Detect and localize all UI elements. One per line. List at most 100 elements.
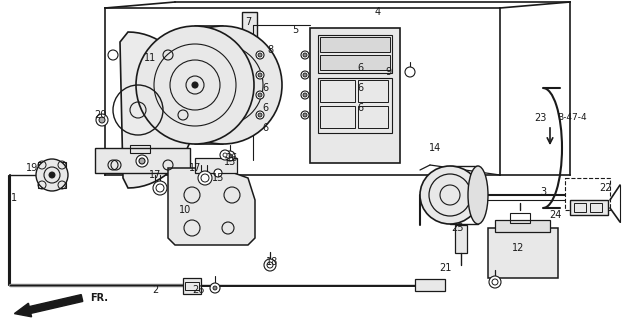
Text: 20: 20 [94, 110, 106, 120]
Polygon shape [168, 168, 255, 245]
Circle shape [405, 67, 415, 77]
Text: 2: 2 [152, 285, 158, 295]
Circle shape [301, 111, 309, 119]
Bar [358, 106, 388, 128]
Circle shape [258, 113, 262, 117]
Circle shape [256, 111, 264, 119]
Circle shape [303, 93, 307, 97]
Text: 6: 6 [357, 63, 363, 73]
Text: 22: 22 [599, 183, 611, 193]
Bar [455, 225, 467, 253]
Circle shape [258, 73, 262, 77]
Circle shape [301, 91, 309, 99]
Text: 12: 12 [512, 243, 524, 253]
Circle shape [210, 283, 220, 293]
Circle shape [153, 181, 167, 195]
Circle shape [228, 154, 232, 158]
Bar [320, 55, 390, 70]
Bar [320, 80, 355, 102]
Bar [183, 278, 201, 294]
Circle shape [301, 71, 309, 79]
Circle shape [258, 93, 262, 97]
Bar [565, 178, 610, 210]
Text: 16: 16 [226, 153, 238, 163]
Bar [130, 145, 150, 153]
Bar [318, 78, 392, 133]
Text: 14: 14 [429, 143, 441, 153]
Text: 6: 6 [357, 103, 363, 113]
Text: 13: 13 [224, 157, 236, 167]
Bar [570, 200, 608, 215]
Ellipse shape [468, 166, 488, 224]
Text: 6: 6 [262, 83, 268, 93]
Ellipse shape [136, 26, 254, 144]
Circle shape [136, 155, 148, 167]
Circle shape [301, 51, 309, 59]
Text: 3: 3 [540, 187, 546, 197]
Circle shape [96, 114, 108, 126]
Text: 10: 10 [179, 205, 191, 215]
Bar [195, 158, 237, 173]
Ellipse shape [420, 166, 480, 224]
Text: 4: 4 [375, 7, 381, 17]
Text: FR.: FR. [90, 293, 108, 303]
Text: 15: 15 [212, 173, 224, 183]
Text: 7: 7 [245, 17, 251, 27]
Text: 21: 21 [439, 263, 451, 273]
Bar [358, 80, 388, 102]
Circle shape [489, 276, 501, 288]
Bar [310, 28, 400, 163]
FancyArrow shape [14, 295, 83, 317]
Text: 5: 5 [292, 25, 298, 35]
Text: 23: 23 [534, 113, 546, 123]
Bar [415, 279, 445, 291]
Circle shape [198, 171, 212, 185]
Text: 6: 6 [262, 123, 268, 133]
Polygon shape [120, 32, 196, 188]
Circle shape [139, 158, 145, 164]
Bar [320, 37, 390, 52]
Circle shape [256, 51, 264, 59]
Text: B-47-4: B-47-4 [557, 113, 587, 122]
Bar [185, 282, 199, 290]
Text: 26: 26 [192, 285, 204, 295]
Text: 25: 25 [452, 223, 464, 233]
Text: 17: 17 [149, 170, 161, 180]
Text: 9: 9 [385, 67, 391, 77]
Text: 24: 24 [549, 210, 561, 220]
Text: 18: 18 [266, 257, 278, 267]
Ellipse shape [192, 82, 198, 88]
Circle shape [303, 73, 307, 77]
Circle shape [256, 71, 264, 79]
Circle shape [225, 151, 235, 161]
Bar [488, 228, 558, 278]
Bar [38, 162, 66, 188]
Circle shape [303, 113, 307, 117]
Bar [495, 220, 550, 232]
Circle shape [214, 169, 222, 177]
Bar [242, 12, 257, 92]
Text: 6: 6 [357, 83, 363, 93]
Bar [320, 106, 355, 128]
Bar [95, 148, 190, 173]
Text: 1: 1 [11, 193, 17, 203]
Circle shape [258, 53, 262, 57]
Bar [574, 203, 586, 212]
Bar [590, 203, 602, 212]
Circle shape [256, 91, 264, 99]
Bar [318, 35, 392, 73]
Circle shape [49, 172, 55, 178]
Circle shape [36, 159, 68, 191]
Circle shape [220, 150, 230, 160]
Text: 6: 6 [262, 103, 268, 113]
Circle shape [264, 259, 276, 271]
Text: 17: 17 [189, 163, 201, 173]
Text: 19: 19 [26, 163, 38, 173]
Circle shape [213, 286, 217, 290]
Ellipse shape [164, 26, 282, 144]
Text: 11: 11 [144, 53, 156, 63]
Bar [510, 213, 530, 223]
Circle shape [99, 117, 105, 123]
Text: 8: 8 [267, 45, 273, 55]
Circle shape [303, 53, 307, 57]
